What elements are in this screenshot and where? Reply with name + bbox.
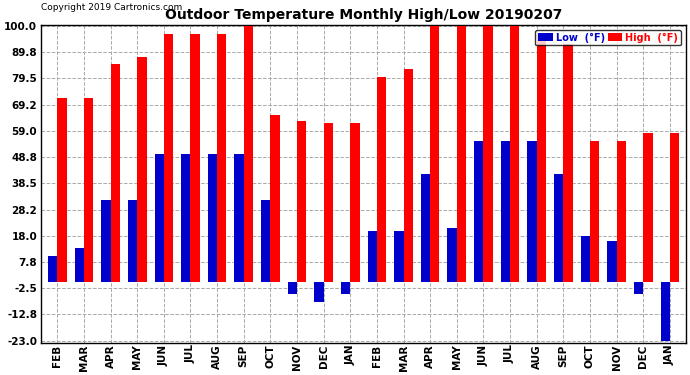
Bar [341, 282, 351, 294]
Bar [617, 141, 626, 282]
Bar [448, 228, 457, 282]
Bar [57, 98, 67, 282]
Bar [75, 249, 84, 282]
Text: Copyright 2019 Cartronics.com: Copyright 2019 Cartronics.com [41, 3, 183, 12]
Bar [217, 34, 226, 282]
Bar [324, 123, 333, 282]
Bar [244, 26, 253, 282]
Bar [484, 26, 493, 282]
Bar [351, 123, 359, 282]
Bar [457, 26, 466, 282]
Bar [554, 174, 563, 282]
Bar [315, 282, 324, 302]
Bar [537, 34, 546, 282]
Bar [430, 26, 440, 282]
Title: Outdoor Temperature Monthly High/Low 20190207: Outdoor Temperature Monthly High/Low 201… [165, 8, 562, 22]
Bar [297, 121, 306, 282]
Bar [110, 64, 120, 282]
Bar [164, 34, 173, 282]
Bar [288, 282, 297, 294]
Bar [48, 256, 57, 282]
Bar [501, 141, 510, 282]
Bar [377, 77, 386, 282]
Bar [474, 141, 484, 282]
Bar [368, 231, 377, 282]
Bar [101, 200, 110, 282]
Bar [155, 154, 164, 282]
Bar [404, 69, 413, 282]
Bar [607, 241, 617, 282]
Bar [137, 57, 146, 282]
Bar [394, 231, 404, 282]
Bar [181, 154, 190, 282]
Bar [128, 200, 137, 282]
Bar [421, 174, 430, 282]
Bar [581, 236, 590, 282]
Bar [84, 98, 93, 282]
Bar [634, 282, 643, 294]
Bar [590, 141, 600, 282]
Legend: Low  (°F), High  (°F): Low (°F), High (°F) [535, 30, 681, 45]
Bar [261, 200, 270, 282]
Bar [208, 154, 217, 282]
Bar [563, 44, 573, 282]
Bar [670, 134, 679, 282]
Bar [270, 116, 279, 282]
Bar [235, 154, 244, 282]
Bar [643, 134, 653, 282]
Bar [527, 141, 537, 282]
Bar [510, 26, 520, 282]
Bar [660, 282, 670, 340]
Bar [190, 34, 200, 282]
